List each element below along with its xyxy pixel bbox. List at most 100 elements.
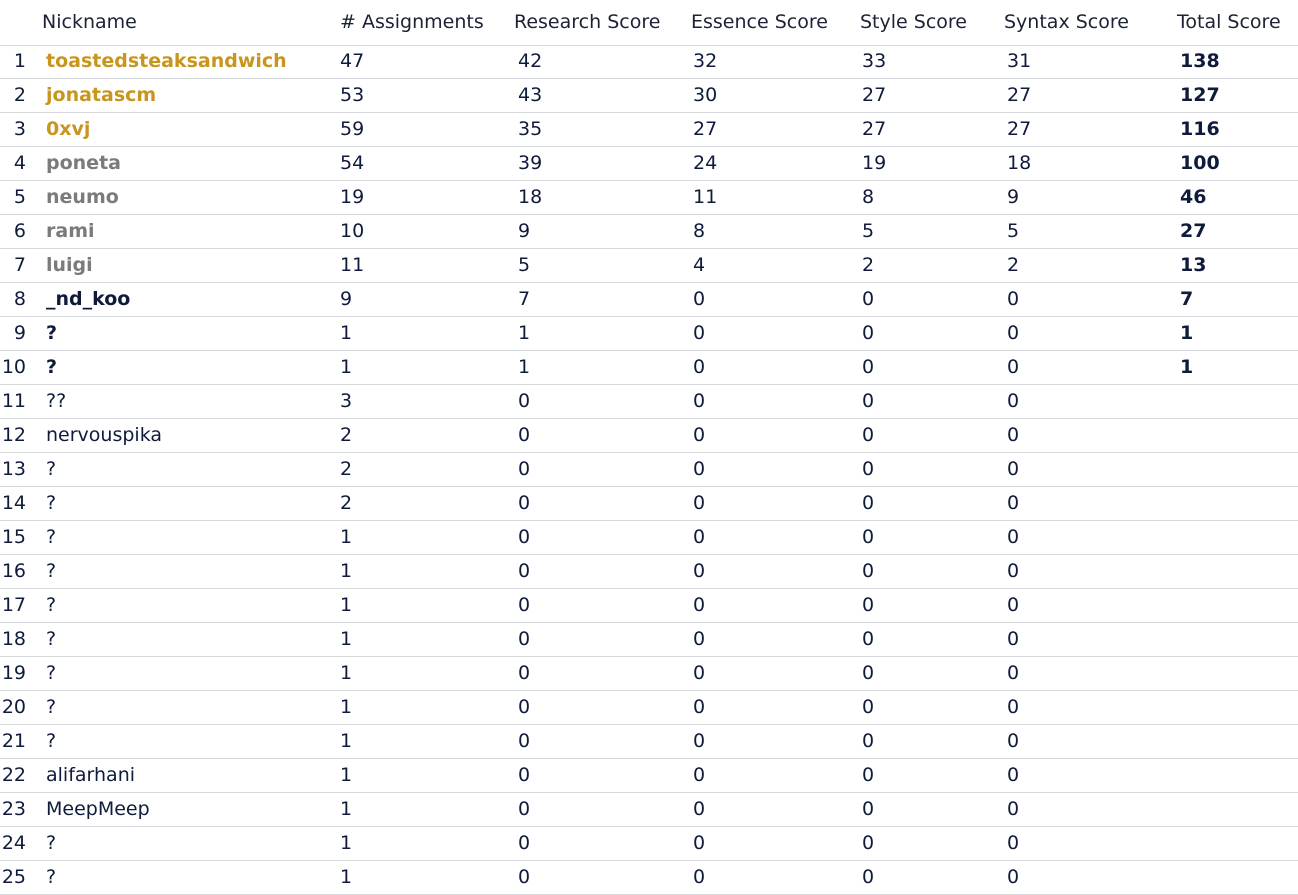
syntax-score-cell: 0: [1007, 832, 1020, 854]
nickname-cell[interactable]: ?: [46, 492, 57, 514]
nickname-cell[interactable]: ?: [46, 560, 57, 582]
nickname-cell[interactable]: alifarhani: [46, 764, 136, 786]
nickname-cell[interactable]: ?: [46, 696, 57, 718]
rank-cell: 9: [13, 322, 26, 344]
assignments-cell: 2: [340, 492, 353, 514]
rank-cell: 22: [1, 764, 26, 786]
nickname-cell[interactable]: ?: [46, 356, 58, 378]
style-score-cell: 0: [862, 458, 875, 480]
assignments-cell: 11: [340, 254, 365, 276]
style-score-cell: 0: [862, 526, 875, 548]
nickname-cell[interactable]: neumo: [46, 186, 119, 208]
assignments-cell: 1: [340, 594, 353, 616]
table-row: 17? 1 0 0 0 0: [0, 589, 1298, 623]
nickname-cell[interactable]: luigi: [46, 254, 93, 276]
style-score-cell: 27: [862, 84, 887, 106]
nickname-cell[interactable]: ?: [46, 322, 58, 344]
assignments-cell: 9: [340, 288, 353, 310]
nickname-cell[interactable]: nervouspika: [46, 424, 163, 446]
rank-cell: 7: [13, 254, 26, 276]
essence-score-cell: 0: [693, 560, 706, 582]
essence-score-cell: 0: [693, 390, 706, 412]
assignments-cell: 1: [340, 832, 353, 854]
table-row: 13? 2 0 0 0 0: [0, 453, 1298, 487]
nickname-cell[interactable]: ?: [46, 458, 57, 480]
research-score-cell: 0: [518, 424, 531, 446]
total-score-cell: 138: [1180, 50, 1220, 72]
rank-cell: 8: [13, 288, 26, 310]
rank-cell: 23: [1, 798, 26, 820]
syntax-score-cell: 0: [1007, 492, 1020, 514]
syntax-score-cell: 0: [1007, 390, 1020, 412]
syntax-score-cell: 9: [1007, 186, 1020, 208]
table-row: 21? 1 0 0 0 0: [0, 725, 1298, 759]
style-score-cell: 0: [862, 356, 875, 378]
style-score-cell: 0: [862, 594, 875, 616]
style-score-cell: 0: [862, 764, 875, 786]
syntax-score-cell: 0: [1007, 696, 1020, 718]
header-essence-score[interactable]: Essence Score: [691, 11, 828, 33]
syntax-score-cell: 5: [1007, 220, 1020, 242]
syntax-score-cell: 0: [1007, 288, 1020, 310]
research-score-cell: 0: [518, 798, 531, 820]
style-score-cell: 8: [862, 186, 875, 208]
style-score-cell: 0: [862, 424, 875, 446]
header-nickname[interactable]: Nickname: [42, 11, 137, 33]
style-score-cell: 0: [862, 662, 875, 684]
table-row: 18? 1 0 0 0 0: [0, 623, 1298, 657]
nickname-cell[interactable]: ?: [46, 730, 57, 752]
essence-score-cell: 0: [693, 458, 706, 480]
nickname-cell[interactable]: jonatascm: [46, 84, 157, 106]
research-score-cell: 0: [518, 560, 531, 582]
header-total-score[interactable]: Total Score: [1177, 11, 1281, 33]
research-score-cell: 5: [518, 254, 531, 276]
rank-cell: 25: [1, 866, 26, 888]
nickname-cell[interactable]: 0xvj: [46, 118, 91, 140]
rank-cell: 13: [1, 458, 26, 480]
assignments-cell: 1: [340, 356, 353, 378]
table-row: 10? 1 1 0 0 0 1: [0, 351, 1298, 385]
research-score-cell: 0: [518, 628, 531, 650]
rank-cell: 12: [1, 424, 26, 446]
table-row: 8 _nd_koo 9 7 0 0 0 7: [0, 283, 1298, 317]
syntax-score-cell: 0: [1007, 798, 1020, 820]
research-score-cell: 39: [518, 152, 543, 174]
header-research-score[interactable]: Research Score: [514, 11, 661, 33]
table-row: 16? 1 0 0 0 0: [0, 555, 1298, 589]
syntax-score-cell: 31: [1007, 50, 1032, 72]
header-syntax-score[interactable]: Syntax Score: [1004, 11, 1129, 33]
assignments-cell: 1: [340, 628, 353, 650]
research-score-cell: 1: [518, 356, 531, 378]
total-score-cell: 7: [1180, 288, 1194, 310]
nickname-cell[interactable]: ??: [46, 390, 67, 412]
nickname-cell[interactable]: ?: [46, 866, 57, 888]
essence-score-cell: 0: [693, 356, 706, 378]
nickname-cell[interactable]: ?: [46, 526, 57, 548]
header-assignments[interactable]: # Assignments: [340, 11, 484, 33]
essence-score-cell: 0: [693, 492, 706, 514]
style-score-cell: 0: [862, 798, 875, 820]
assignments-cell: 1: [340, 560, 353, 582]
essence-score-cell: 0: [693, 730, 706, 752]
nickname-cell[interactable]: toastedsteaksandwich: [46, 50, 287, 72]
nickname-cell[interactable]: ?: [46, 662, 57, 684]
nickname-cell[interactable]: ?: [46, 594, 57, 616]
syntax-score-cell: 2: [1007, 254, 1020, 276]
assignments-cell: 1: [340, 866, 353, 888]
essence-score-cell: 32: [693, 50, 718, 72]
nickname-cell[interactable]: ?: [46, 628, 57, 650]
nickname-cell[interactable]: ?: [46, 832, 57, 854]
nickname-cell[interactable]: poneta: [46, 152, 121, 174]
research-score-cell: 35: [518, 118, 543, 140]
rank-cell: 20: [1, 696, 26, 718]
style-score-cell: 2: [862, 254, 875, 276]
essence-score-cell: 0: [693, 288, 706, 310]
nickname-cell[interactable]: MeepMeep: [46, 798, 150, 820]
nickname-cell[interactable]: _nd_koo: [46, 288, 131, 310]
rank-cell: 19: [1, 662, 26, 684]
table-row: 14? 2 0 0 0 0: [0, 487, 1298, 521]
style-score-cell: 0: [862, 832, 875, 854]
rank-cell: 16: [1, 560, 26, 582]
nickname-cell[interactable]: rami: [46, 220, 95, 242]
header-style-score[interactable]: Style Score: [860, 11, 967, 33]
